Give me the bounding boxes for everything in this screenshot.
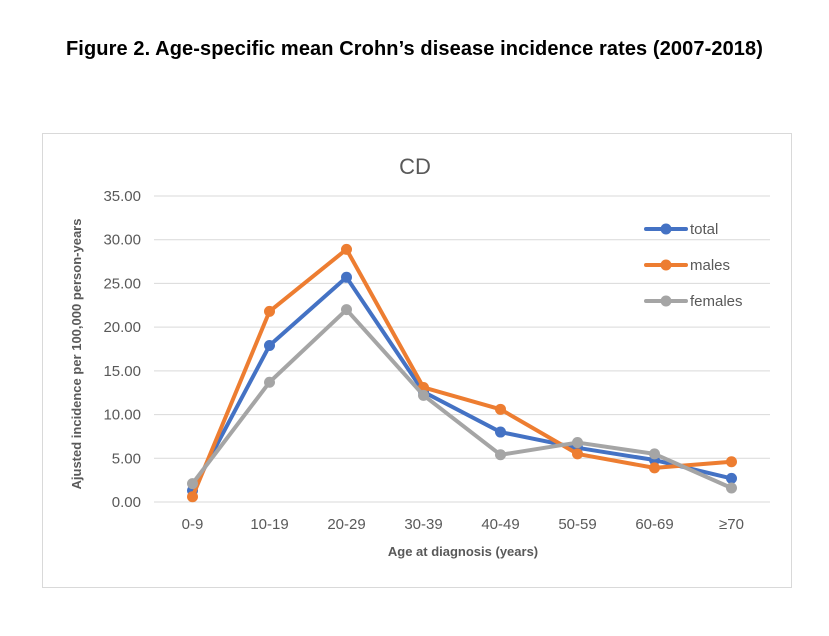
legend-item-females: females [644,293,743,310]
data-point [187,491,198,503]
series-group [187,243,737,503]
data-point [418,389,429,401]
y-tick-label: 25.00 [103,275,141,292]
series-females [187,304,737,494]
data-point [726,472,737,484]
series-line [190,275,734,493]
y-axis-ticks: 0.00 5.00 10.00 15.00 20.00 25.00 30.00 35.00 [103,188,141,511]
data-point [572,437,583,449]
series-line [190,307,734,491]
data-point [341,243,352,255]
x-tick-label: ≥70 [719,516,744,533]
series-males [187,243,737,503]
data-point [341,304,352,316]
legend-label: females [690,293,743,310]
x-tick-label: 20-29 [327,516,365,533]
data-point [264,305,275,317]
data-point [187,478,198,490]
y-tick-label: 20.00 [103,319,141,336]
data-point [264,376,275,388]
data-point [572,448,583,460]
gridlines [154,195,770,503]
data-point [649,448,660,460]
y-tick-label: 5.00 [112,450,141,467]
y-axis-label: Ajusted incidence per 100,000 person-yea… [69,219,84,490]
legend-item-total: total [644,221,718,238]
legend-item-males: males [644,257,730,274]
figure-title: Figure 2. Age-specific mean Crohn’s dise… [65,38,763,60]
y-tick-label: 0.00 [112,494,141,511]
legend: total males females [644,221,743,310]
data-point [726,482,737,494]
legend-marker [660,295,672,307]
y-tick-label: 35.00 [103,188,141,205]
y-tick-label: 10.00 [103,407,141,424]
x-axis-label: Age at diagnosis (years) [388,544,538,559]
legend-label: males [690,257,730,274]
x-tick-label: 30-39 [404,516,442,533]
legend-label: total [690,221,718,238]
data-point [264,340,275,352]
data-point [726,456,737,468]
y-tick-label: 15.00 [103,363,141,380]
line-chart: CD 0.00 5.00 10.00 15.00 20.00 25.00 30.00 35.0… [69,154,770,559]
chart-title: CD [399,154,431,179]
data-point [341,271,352,283]
y-tick-label: 30.00 [103,232,141,249]
series-line [190,247,734,499]
x-tick-label: 50-59 [558,516,596,533]
chart-container: CD 0.00 5.00 10.00 15.00 20.00 25.00 30.00 35.0… [42,133,792,588]
data-point [649,462,660,474]
data-point [495,449,506,461]
x-axis-ticks: 0-9 10-19 20-29 30-39 40-49 50-59 60-69 ≥70 [182,516,744,533]
data-point [495,426,506,438]
x-tick-label: 10-19 [250,516,288,533]
data-point [495,403,506,415]
legend-marker [660,223,672,235]
x-tick-label: 60-69 [635,516,673,533]
x-tick-label: 40-49 [481,516,519,533]
legend-marker [660,259,672,271]
x-tick-label: 0-9 [182,516,204,533]
